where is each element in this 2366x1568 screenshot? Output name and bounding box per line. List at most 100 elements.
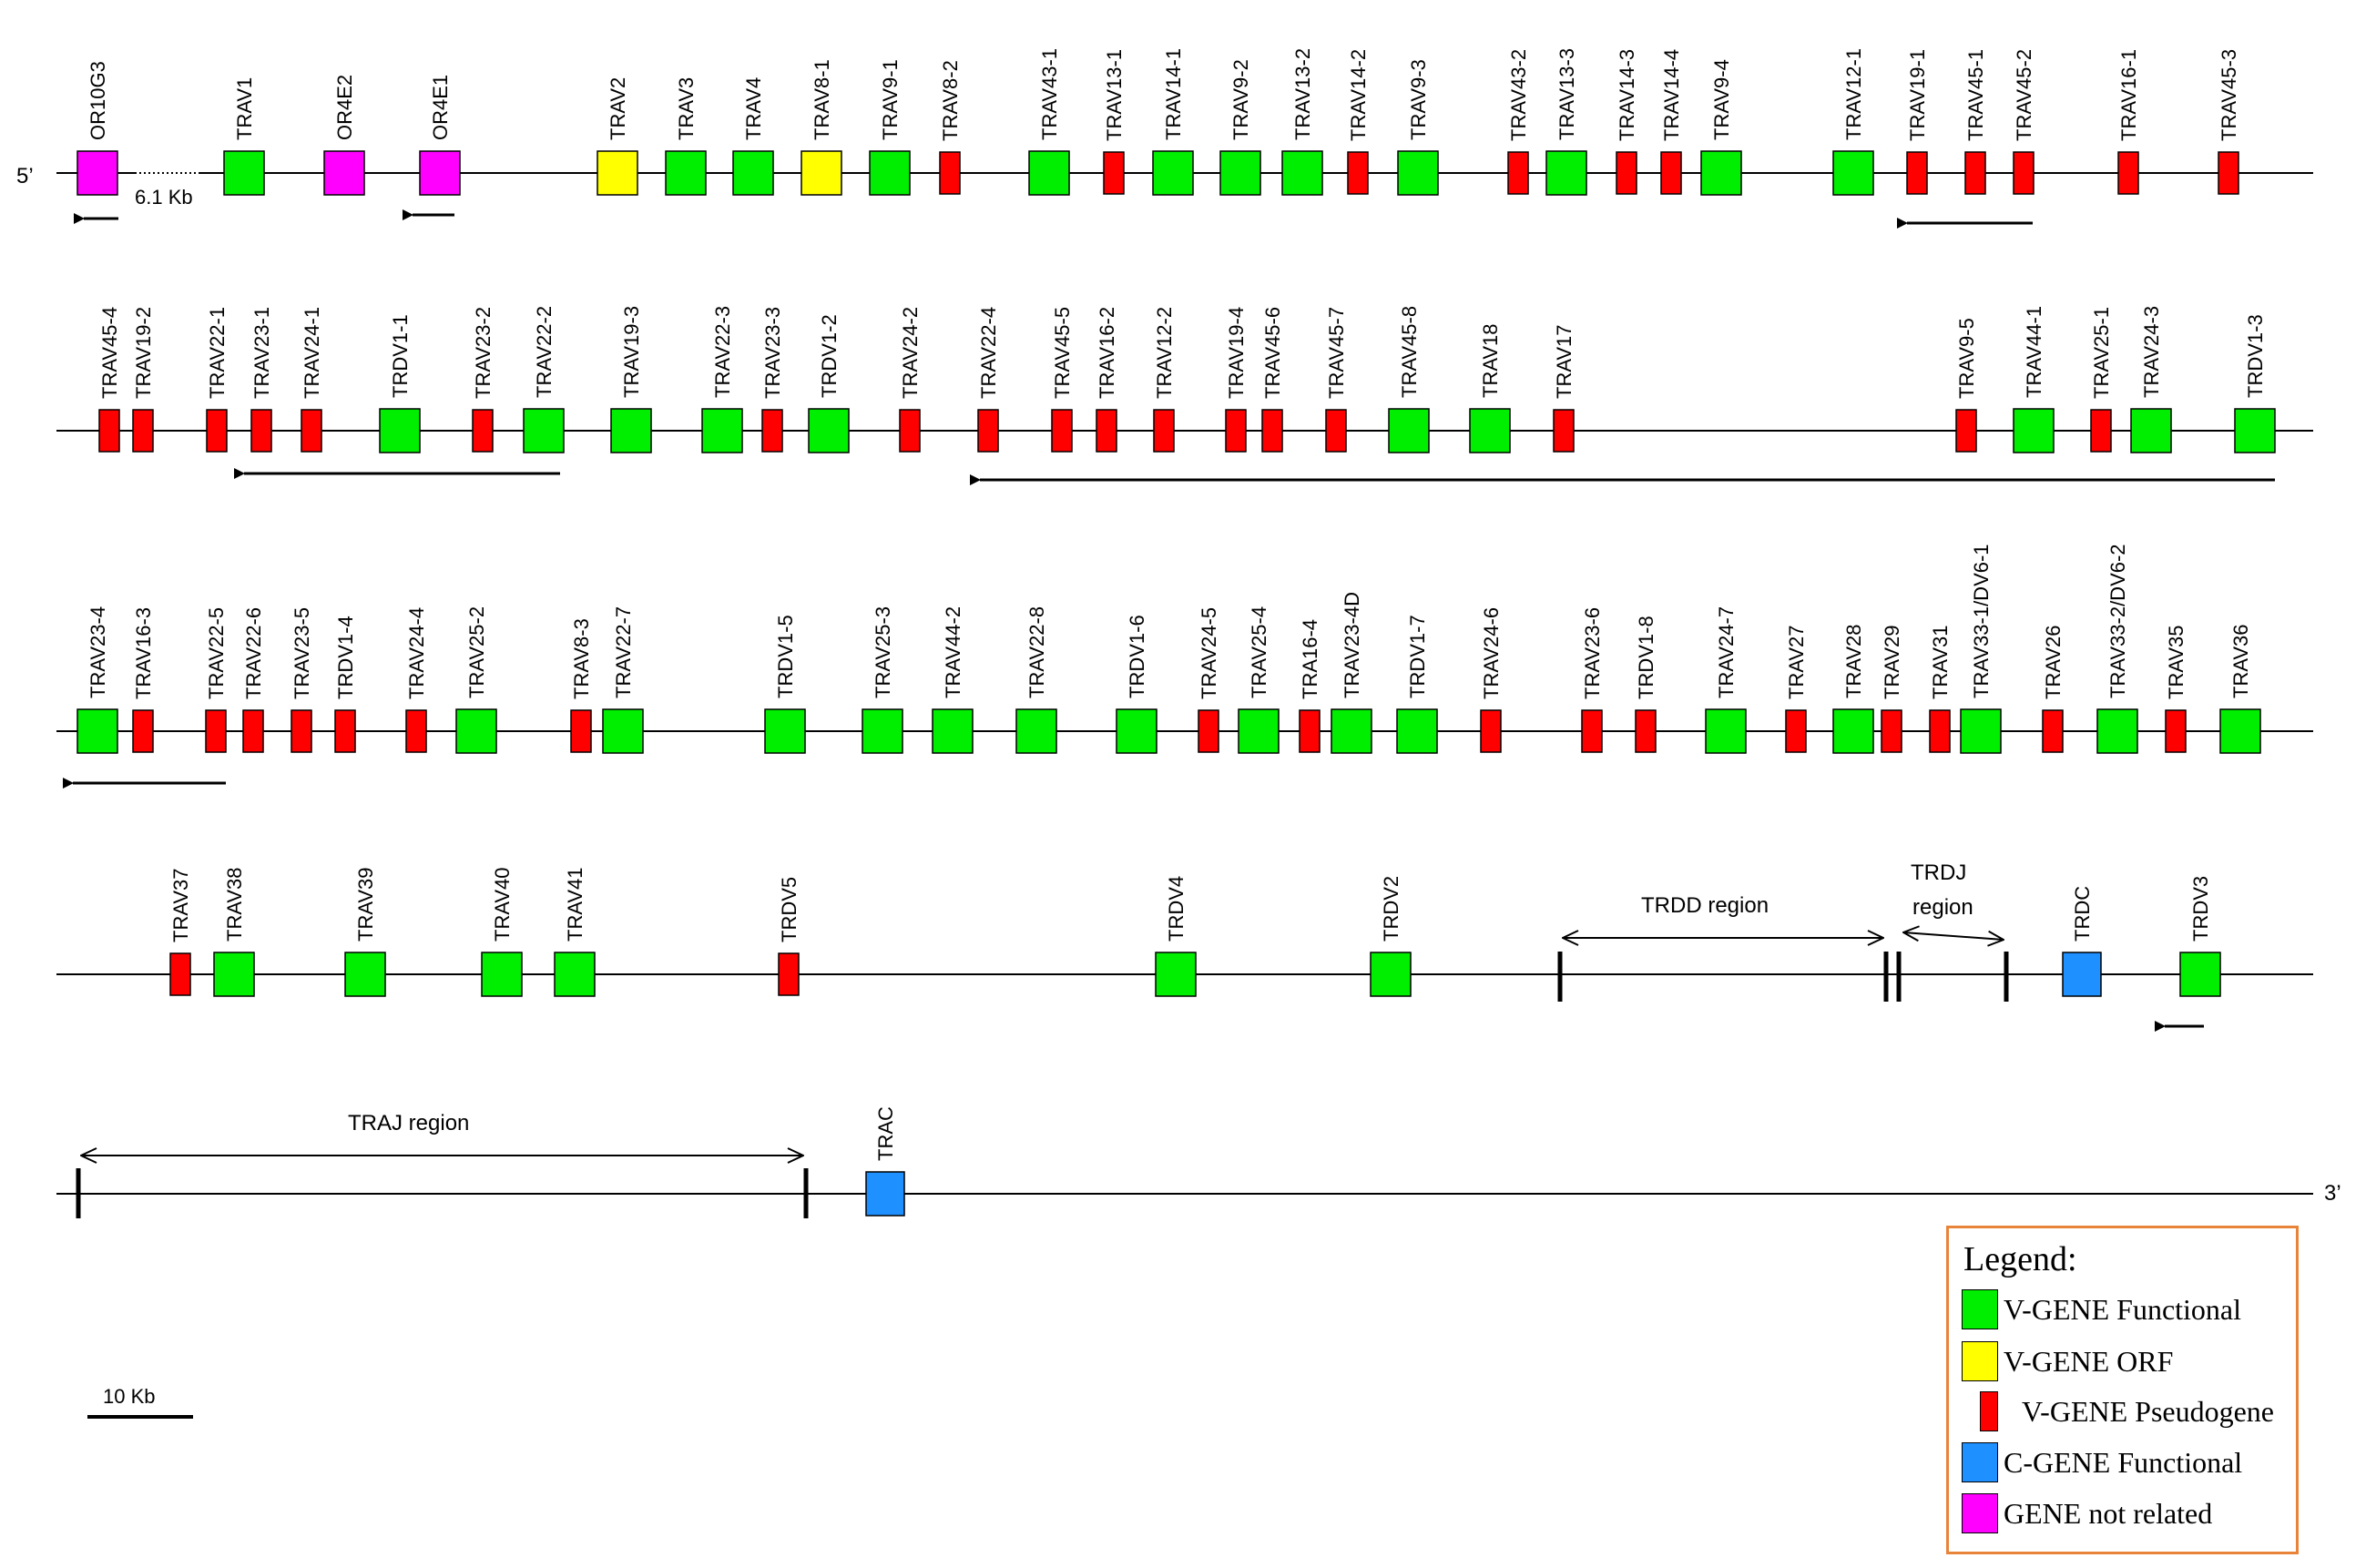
gene-label: TRDV5 — [778, 877, 801, 942]
gene-box — [250, 409, 272, 453]
gene-trav31: TRAV31 — [1929, 625, 1952, 753]
gene-label: TRDV1-5 — [774, 615, 797, 698]
gene-box — [1219, 150, 1261, 196]
gene-label: TRAV25-1 — [2090, 307, 2113, 399]
gene-trav27: TRAV27 — [1785, 625, 1808, 753]
gene-trdv4: TRDV4 — [1155, 876, 1197, 997]
gene-label: TRAV45-7 — [1325, 307, 1348, 399]
gene-label: TRAV14-3 — [1616, 49, 1638, 141]
gene-label: TRAV25-3 — [872, 606, 894, 698]
gene-label: TRAV44-1 — [2023, 306, 2045, 398]
gene-label: TRAV13-2 — [1291, 48, 1314, 140]
gene-box — [169, 952, 191, 996]
gene-label: TRAV9-4 — [1710, 59, 1733, 140]
gene-label: TRAV35 — [2165, 625, 2188, 699]
gene-box — [2096, 708, 2138, 754]
gene-box — [1480, 709, 1502, 753]
gene-label: TRDV1-8 — [1635, 616, 1657, 699]
gene-label: TRAV23-6 — [1581, 607, 1604, 699]
trdj-region-arrow — [1903, 932, 2004, 940]
gene-box — [1051, 409, 1073, 453]
gene-box — [1103, 151, 1125, 195]
gene-label: TRAV17 — [1553, 324, 1576, 399]
gene-box — [1785, 709, 1807, 753]
gene-trav16-2: TRAV16-2 — [1096, 307, 1118, 453]
gene-box — [801, 150, 842, 196]
gene-trav45-5: TRAV45-5 — [1051, 307, 1074, 453]
gene-trdv1-2: TRDV1-2 — [808, 314, 850, 453]
gene-label: OR4E2 — [333, 75, 356, 140]
gene-box — [862, 708, 903, 754]
gene-box — [764, 708, 806, 754]
legend-label: V-GENE ORF — [2004, 1344, 2174, 1378]
legend-title: Legend: — [1963, 1240, 2077, 1278]
gene-trav24-2: TRAV24-2 — [899, 307, 922, 453]
gene-trav25-1: TRAV25-1 — [2090, 307, 2113, 453]
gene-label: TRAV28 — [1842, 624, 1865, 698]
gene-label: TRAV25-4 — [1248, 606, 1270, 698]
gene-trav24-1: TRAV24-1 — [301, 307, 323, 453]
gene-trav14-2: TRAV14-2 — [1347, 49, 1370, 195]
gene-label: TRAV45-1 — [1964, 49, 1987, 141]
trdd-region-label: TRDD region — [1641, 893, 1769, 918]
gene-trav19-1: TRAV19-1 — [1906, 49, 1929, 195]
gene-box — [1881, 709, 1902, 753]
gene-box — [98, 409, 120, 453]
trdj-region-label: TRDJ — [1911, 860, 1966, 885]
gene-label: TRAV24-5 — [1198, 607, 1220, 699]
gene-trav28: TRAV28 — [1832, 624, 1874, 754]
gene-label: TRAV23-4D — [1341, 592, 1363, 698]
gene-label: TRDV1-2 — [818, 314, 841, 398]
gene-trav29: TRAV29 — [1881, 625, 1903, 753]
gene-label: TRAV4 — [742, 77, 765, 140]
gene-trav22-4: TRAV22-4 — [977, 307, 1000, 453]
gene-box — [665, 150, 707, 196]
gene-box — [1153, 409, 1175, 453]
gene-trdc: TRDC — [2062, 886, 2102, 997]
gene-label: TRDV3 — [2189, 876, 2212, 942]
gene-box — [869, 150, 911, 196]
gene-label: TRAV12-2 — [1153, 307, 1176, 399]
gene-label: TRAV8-3 — [570, 618, 593, 699]
gene-box — [1635, 709, 1657, 753]
gene-trdv1-3: TRDV1-3 — [2234, 314, 2276, 453]
gene-label: TRAV36 — [2229, 624, 2252, 698]
gene-box — [2042, 709, 2064, 753]
gene-box — [2234, 408, 2276, 453]
gene-label: TRAV13-1 — [1103, 49, 1126, 141]
gene-label: TRAV8-2 — [939, 60, 962, 141]
gene-trav24-5: TRAV24-5 — [1198, 607, 1220, 753]
gene-trav33-2-dv6-2: TRAV33-2/DV6-2 — [2096, 544, 2138, 754]
gene-trav19-3: TRAV19-3 — [610, 306, 652, 453]
gene-trav16-1: TRAV16-1 — [2117, 49, 2140, 195]
gene-trdv3: TRDV3 — [2179, 876, 2221, 997]
gene-trav26: TRAV26 — [2042, 625, 2065, 753]
gene-label: TRAV22-1 — [206, 307, 229, 399]
gene-label: TRAV14-4 — [1660, 49, 1683, 141]
gene-label: TRAV14-1 — [1162, 48, 1185, 140]
gene-label: TRAV45-2 — [2013, 49, 2035, 141]
gene-label: TRDV1-4 — [334, 616, 357, 699]
gene-trav14-4: TRAV14-4 — [1660, 49, 1683, 195]
gene-label: TRAV45-3 — [2218, 49, 2240, 141]
gene-trav13-3: TRAV13-3 — [1545, 48, 1587, 196]
gene-box — [732, 150, 774, 196]
gene-box — [523, 408, 565, 453]
gap-label: 6.1 Kb — [135, 186, 193, 209]
gene-trav45-3: TRAV45-3 — [2218, 49, 2240, 195]
gene-box — [132, 709, 154, 753]
gene-box — [1388, 408, 1430, 453]
gene-box — [76, 708, 118, 754]
gene-label: TRDV2 — [1380, 876, 1402, 942]
gene-label: TRDV1-6 — [1126, 615, 1148, 698]
legend: Legend: V-GENE Functional V-GENE ORF V-GEN… — [1946, 1226, 2299, 1554]
gene-box — [1325, 409, 1347, 453]
gene-trav23-3: TRAV23-3 — [761, 307, 784, 453]
gene-trav14-1: TRAV14-1 — [1152, 48, 1194, 196]
gene-box — [2219, 708, 2261, 754]
gene-trav22-8: TRAV22-8 — [1015, 606, 1057, 754]
gene-box — [206, 409, 228, 453]
gene-label: TRAV2 — [607, 77, 629, 140]
legend-swatch — [1962, 1289, 1998, 1329]
